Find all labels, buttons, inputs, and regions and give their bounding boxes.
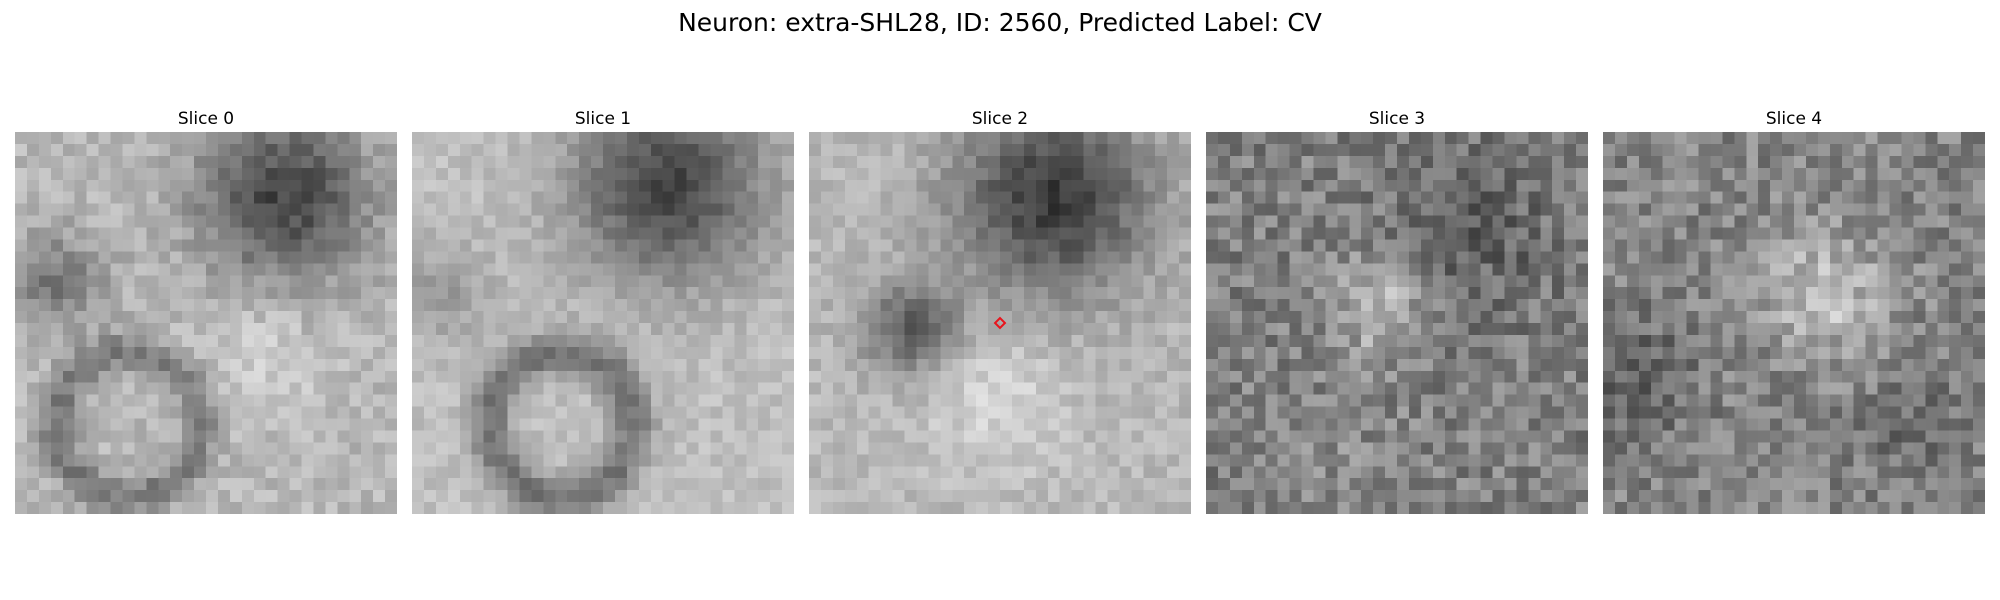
slice-image (412, 132, 794, 514)
slice-panel-4: Slice 4 (1603, 108, 1985, 514)
slice-image (15, 132, 397, 514)
slice-title: Slice 4 (1765, 109, 1823, 129)
slice-panel-0: Slice 0 (15, 108, 397, 514)
slice-title: Slice 3 (1368, 109, 1426, 129)
slice-title: Slice 2 (971, 109, 1029, 129)
slice-title: Slice 0 (177, 109, 235, 129)
slice-image (809, 132, 1191, 514)
slice-panel-2: Slice 2 (809, 108, 1191, 514)
figure-title: Neuron: extra-SHL28, ID: 2560, Predicted… (678, 8, 1322, 37)
slice-panel-3: Slice 3 (1206, 108, 1588, 514)
slice-image (1603, 132, 1985, 514)
slice-image (1206, 132, 1588, 514)
slice-title: Slice 1 (574, 109, 632, 129)
slice-panel-1: Slice 1 (412, 108, 794, 514)
